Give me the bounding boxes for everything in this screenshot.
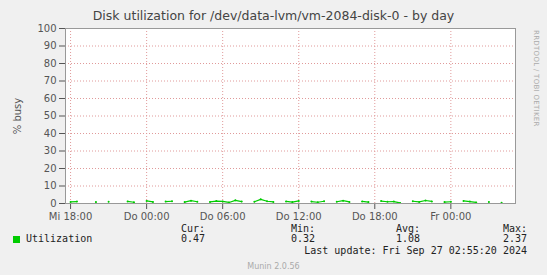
svg-text:Fr 00:00: Fr 00:00	[430, 211, 471, 222]
svg-text:20: 20	[44, 163, 57, 174]
svg-text:Do 00:00: Do 00:00	[124, 211, 170, 222]
html-text:RRDTOOL / TOBI OETIKER: RRDTOOL / TOBI OETIKER	[532, 30, 540, 127]
svg-text:80: 80	[44, 58, 57, 69]
html-text:0.47: 0.47	[180, 233, 205, 244]
svg-text:70: 70	[44, 75, 57, 86]
html-text:Utilization: Utilization	[26, 233, 93, 244]
html-text:Munin 2.0.56: Munin 2.0.56	[247, 262, 300, 271]
svg-text:% busy: % busy	[12, 98, 23, 135]
html-text:Avg:: Avg:	[395, 223, 420, 234]
svg-text:40: 40	[44, 128, 57, 139]
svg-text:Mi 18:00: Mi 18:00	[49, 211, 92, 222]
html-text:Min:: Min:	[290, 223, 315, 234]
svg-text:Do 18:00: Do 18:00	[352, 211, 398, 222]
svg-text:90: 90	[44, 40, 57, 51]
html-text:Max:: Max:	[502, 223, 527, 234]
html-text:2.37: 2.37	[502, 233, 527, 244]
html-text:0.32: 0.32	[290, 233, 315, 244]
svg-text:Do 12:00: Do 12:00	[276, 211, 322, 222]
svg-text:10: 10	[44, 180, 57, 191]
svg-text:Do 06:00: Do 06:00	[200, 211, 246, 222]
html-text:Last update: Fri Sep 27 02:55:: Last update: Fri Sep 27 02:55:20 2024	[304, 245, 527, 256]
svg-text:60: 60	[44, 93, 57, 104]
svg-text:0: 0	[50, 198, 56, 209]
svg-text:50: 50	[44, 110, 57, 121]
svg-text:100: 100	[37, 23, 56, 34]
svg-text:30: 30	[44, 145, 57, 156]
html-text:Cur:: Cur:	[180, 223, 205, 234]
html-text:1.08: 1.08	[395, 233, 420, 244]
html-text:Disk utilization for /dev/data: Disk utilization for /dev/data-lvm/vm-20…	[92, 8, 455, 23]
